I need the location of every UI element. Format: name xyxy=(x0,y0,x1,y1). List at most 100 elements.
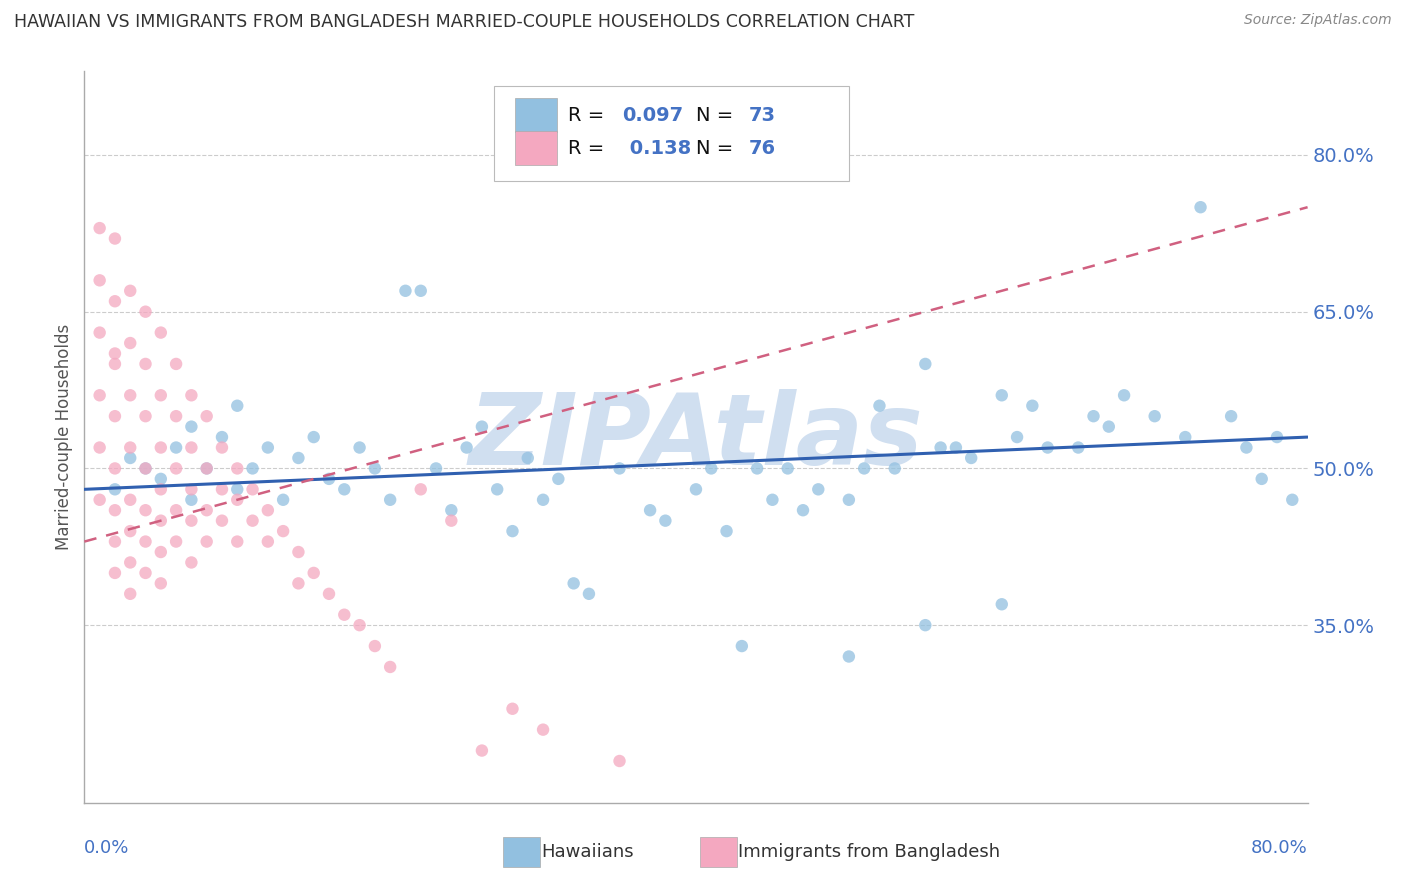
Y-axis label: Married-couple Households: Married-couple Households xyxy=(55,324,73,550)
Text: R =: R = xyxy=(568,106,610,125)
Point xyxy=(440,503,463,517)
Point xyxy=(1114,388,1136,402)
Point xyxy=(135,503,157,517)
Point xyxy=(120,284,142,298)
Point xyxy=(1067,441,1090,455)
Point xyxy=(609,461,631,475)
Point xyxy=(120,336,142,351)
Text: ZIPAtlas: ZIPAtlas xyxy=(468,389,924,485)
Point xyxy=(104,357,127,371)
Point xyxy=(104,566,127,580)
Text: 0.097: 0.097 xyxy=(623,106,683,125)
Point xyxy=(257,441,280,455)
Point xyxy=(638,503,661,517)
Point xyxy=(364,639,387,653)
Point xyxy=(226,492,249,507)
Point xyxy=(914,357,936,371)
Point xyxy=(333,483,356,497)
Point xyxy=(1036,441,1059,455)
Point xyxy=(149,326,172,340)
Point xyxy=(685,483,707,497)
Point xyxy=(578,587,600,601)
Point xyxy=(165,357,187,371)
Point xyxy=(180,556,202,570)
Point xyxy=(1189,200,1212,214)
Point xyxy=(502,702,524,716)
Point xyxy=(792,503,814,517)
Point xyxy=(104,409,127,424)
Text: HAWAIIAN VS IMMIGRANTS FROM BANGLADESH MARRIED-COUPLE HOUSEHOLDS CORRELATION CHA: HAWAIIAN VS IMMIGRANTS FROM BANGLADESH M… xyxy=(14,13,914,31)
Point xyxy=(242,483,264,497)
Point xyxy=(135,534,157,549)
Text: Source: ZipAtlas.com: Source: ZipAtlas.com xyxy=(1244,13,1392,28)
Text: Hawaiians: Hawaiians xyxy=(541,843,634,861)
Point xyxy=(349,441,371,455)
Point xyxy=(914,618,936,632)
Point xyxy=(165,503,187,517)
Point xyxy=(271,524,294,538)
Text: R =: R = xyxy=(568,138,610,158)
Point xyxy=(1174,430,1197,444)
Point xyxy=(761,492,783,507)
Point xyxy=(531,492,554,507)
Point xyxy=(807,483,830,497)
Point xyxy=(471,743,494,757)
Point xyxy=(149,514,172,528)
Point xyxy=(195,409,218,424)
Point xyxy=(456,441,478,455)
Point xyxy=(242,514,264,528)
Point xyxy=(195,503,218,517)
Point xyxy=(135,357,157,371)
Point xyxy=(1083,409,1105,424)
Point xyxy=(531,723,554,737)
Text: 80.0%: 80.0% xyxy=(1251,839,1308,857)
Point xyxy=(991,597,1014,611)
Point xyxy=(149,576,172,591)
Point xyxy=(333,607,356,622)
Point xyxy=(257,534,280,549)
Point xyxy=(195,461,218,475)
Point xyxy=(120,492,142,507)
Point xyxy=(838,492,860,507)
Point xyxy=(776,461,799,475)
Point xyxy=(165,409,187,424)
Point xyxy=(287,545,309,559)
Point xyxy=(380,660,402,674)
Text: N =: N = xyxy=(696,106,740,125)
Point xyxy=(89,326,111,340)
Point xyxy=(165,534,187,549)
Point xyxy=(700,461,723,475)
Point xyxy=(1265,430,1288,444)
Point xyxy=(135,461,157,475)
Point xyxy=(654,514,676,528)
Point xyxy=(409,284,432,298)
Point xyxy=(1005,430,1028,444)
Point xyxy=(838,649,860,664)
Point xyxy=(120,441,142,455)
Point xyxy=(120,587,142,601)
Point xyxy=(302,566,325,580)
Point xyxy=(226,461,249,475)
Point xyxy=(211,483,233,497)
Point xyxy=(135,304,157,318)
Point xyxy=(318,587,340,601)
Point xyxy=(149,545,172,559)
Point xyxy=(104,294,127,309)
Point xyxy=(380,492,402,507)
Point xyxy=(195,534,218,549)
Point xyxy=(211,430,233,444)
FancyBboxPatch shape xyxy=(494,86,849,181)
Point xyxy=(960,450,983,465)
Point xyxy=(394,284,416,298)
Point xyxy=(1021,399,1043,413)
Point xyxy=(104,231,127,245)
Point xyxy=(1250,472,1272,486)
Point xyxy=(180,483,202,497)
Point xyxy=(502,524,524,538)
Point xyxy=(1236,441,1258,455)
Text: N =: N = xyxy=(696,138,740,158)
Point xyxy=(149,388,172,402)
Point xyxy=(991,388,1014,402)
FancyBboxPatch shape xyxy=(515,131,557,165)
Point xyxy=(149,483,172,497)
